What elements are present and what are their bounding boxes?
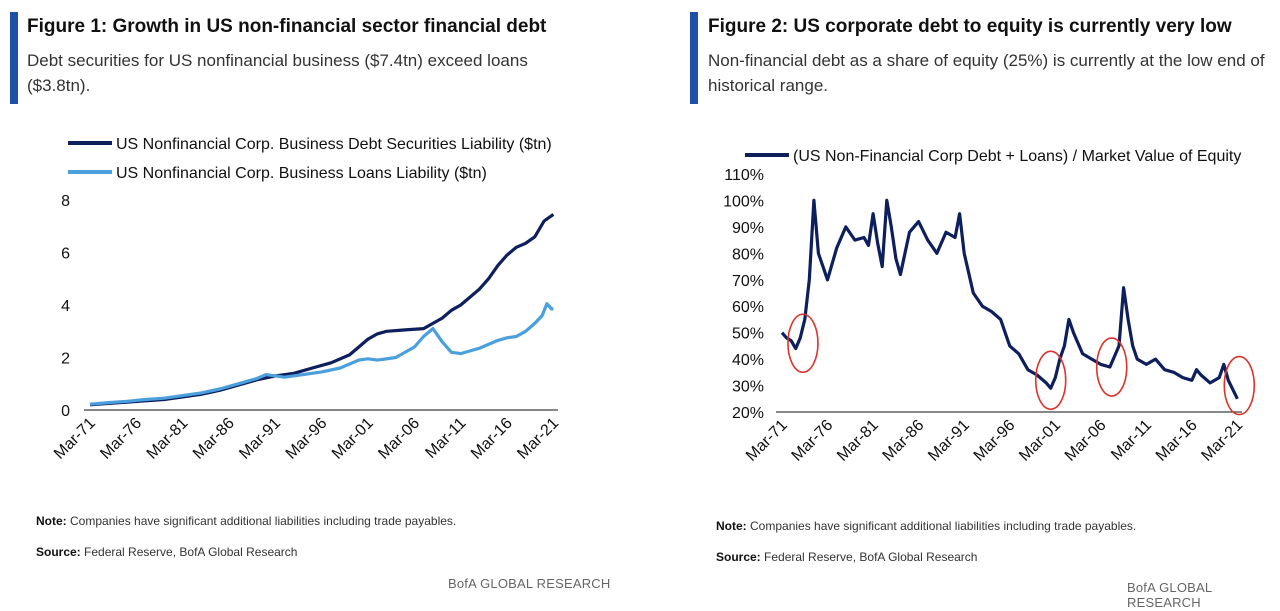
figure1-x-tick-label: Mar-71: [51, 415, 99, 463]
figure1-x-tick-label: Mar-76: [97, 415, 145, 463]
figure1-subtitle: Debt securities for US nonfinancial busi…: [27, 51, 528, 95]
figure1-y-tick-label: 8: [61, 193, 70, 210]
figure2-note-label: Note:: [716, 519, 747, 533]
figure2-y-tick-label: 100%: [723, 193, 764, 210]
figure1-y-tick-label: 2: [61, 351, 70, 368]
figure1-legend-label-2: US Nonfinancial Corp. Business Loans Lia…: [116, 165, 487, 182]
figure1-x-tick-label: Mar-96: [283, 415, 331, 463]
figure1-x-tick-label: Mar-16: [468, 415, 516, 463]
figure1-source-text: Federal Reserve, BofA Global Research: [80, 545, 298, 559]
figure1-y-tick-label: 4: [61, 298, 70, 315]
figure1-accent-bar: [10, 12, 18, 104]
figure1-chart: 0 2 4 6 8 Mar-71Mar-76Mar-81Mar-86Mar-91Mar-9…: [51, 136, 562, 463]
figure2-x-tick-label: Mar-86: [880, 417, 928, 465]
figure2-source-text: Federal Reserve, BofA Global Research: [760, 550, 978, 564]
figure2-x-tick-label: Mar-96: [971, 417, 1019, 465]
figure2-highlight-circle-1: [787, 313, 819, 374]
figure2-accent-bar: [690, 12, 698, 104]
figure2-series-line-1: [780, 198, 1239, 400]
figure2-chart: 20%30%40%50%60%70%80%90%100%110%Mar-71Ma…: [723, 148, 1256, 465]
figure2-brand: BofA GLOBAL RESEARCH: [1127, 580, 1212, 610]
figure2-highlight-circle-3: [1095, 337, 1128, 397]
figure2-x-tick-label: Mar-91: [925, 417, 973, 465]
figure2-y-tick-label: 30%: [732, 379, 764, 396]
figure2-x-tick-label: Mar-81: [834, 417, 882, 465]
figure1-x-tick-label: Mar-91: [236, 415, 284, 463]
figure2-x-tick-label: Mar-76: [789, 417, 837, 465]
figure2-panel: Figure 2: US corporate debt to equity is…: [640, 0, 1280, 611]
figure1-series-line-2: [89, 302, 554, 406]
figure2-title: Figure 2: US corporate debt to equity is…: [708, 16, 1232, 37]
figure2-note: Note: Companies have significant additio…: [716, 519, 1136, 533]
figure2-y-tick-label: 90%: [732, 220, 764, 237]
figure2-highlight-circle-2: [1034, 350, 1067, 411]
figure2-x-tick-label: Mar-16: [1153, 417, 1201, 465]
figure2-y-tick-label: 40%: [732, 352, 764, 369]
figure2-y-tick-label: 80%: [732, 246, 764, 263]
figure1-panel: Figure 1: Growth in US non-financial sec…: [10, 12, 611, 591]
figure2-y-tick-label: 20%: [732, 405, 764, 422]
figure2-x-tick-label: Mar-71: [743, 417, 791, 465]
figure1-note-text: Companies have significant additional li…: [66, 514, 457, 528]
figure2-source-label: Source:: [716, 550, 761, 564]
figure1-y-tick-label: 6: [61, 246, 70, 263]
figure2-x-tick-label: Mar-21: [1198, 417, 1246, 465]
figure2-y-tick-label: 70%: [732, 273, 764, 290]
figure1-note-label: Note:: [36, 514, 67, 528]
figure2-x-tick-label: Mar-06: [1062, 417, 1110, 465]
figure1-source-label: Source:: [36, 545, 81, 559]
figure1-x-tick-label: Mar-21: [514, 415, 562, 463]
figure1-legend-label-1: US Nonfinancial Corp. Business Debt Secu…: [116, 136, 552, 153]
figure1-source: Source: Federal Reserve, BofA Global Res…: [36, 545, 297, 559]
figure2-highlight-circle-4: [1223, 355, 1256, 416]
figure2-note-text: Companies have significant additional li…: [746, 519, 1137, 533]
figure1-x-tick-label: Mar-86: [190, 415, 238, 463]
figure2-y-tick-label: 60%: [732, 299, 764, 316]
figure1-brand: BofA GLOBAL RESEARCH: [448, 576, 611, 591]
figure2-x-tick-label: Mar-01: [1016, 417, 1064, 465]
figure2-legend-label-1: (US Non-Financial Corp Debt + Loans) / M…: [793, 148, 1241, 165]
figure2-source: Source: Federal Reserve, BofA Global Res…: [716, 550, 977, 564]
figure1-title: Figure 1: Growth in US non-financial sec…: [27, 16, 547, 37]
figure1-note: Note: Companies have significant additio…: [36, 514, 456, 528]
figure2-x-tick-label: Mar-11: [1108, 417, 1155, 464]
figure1-x-tick-label: Mar-01: [329, 415, 377, 463]
figure1-series-line-1: [89, 213, 555, 407]
figure1-x-tick-label: Mar-11: [422, 415, 469, 462]
figure1-y-tick-label: 0: [61, 403, 70, 420]
figure2-y-tick-label: 50%: [732, 326, 764, 343]
figure1-x-tick-label: Mar-81: [144, 415, 192, 463]
figure1-x-tick-label: Mar-06: [375, 415, 423, 463]
figure2-y-tick-label: 110%: [724, 167, 764, 184]
figure2-subtitle: Non-financial debt as a share of equity …: [708, 51, 1265, 95]
